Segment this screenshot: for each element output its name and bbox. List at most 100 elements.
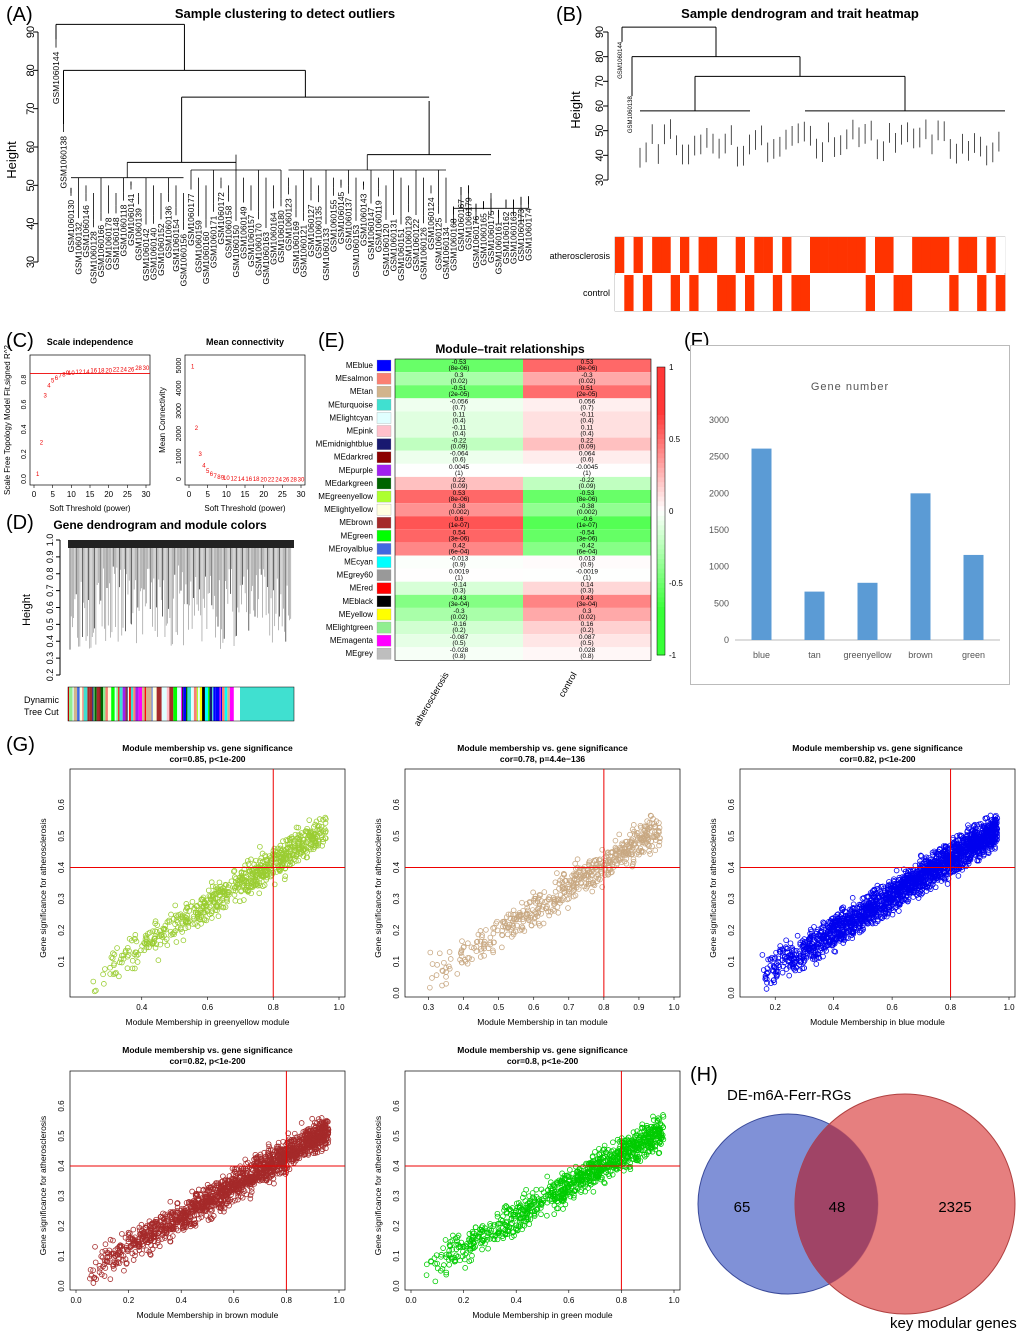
scatter-point [642,840,648,847]
panel-e-value: -0.11 [452,425,467,432]
scatter-point [168,932,174,938]
scatter-point [210,892,216,898]
scatter-point [244,880,251,887]
scatter-point [868,915,874,921]
scatter-ytick-label: 0.0 [392,987,401,999]
scatter-point [462,957,468,963]
panel-c-right-xtick-label: 5 [205,490,210,499]
scatter-point [862,904,869,911]
panel-e-value: -0.53 [580,490,595,497]
scatter-point [890,894,896,901]
panel-d-bar-label: Tree Cut [24,707,59,717]
panel-e-scale-step [657,539,665,546]
panel-e-value: -0.22 [580,477,595,484]
scatter-point [147,1251,153,1257]
panel-c-left-point: 4 [47,384,51,390]
panel-e-cell [523,555,651,569]
scatter-point [499,932,506,939]
scatter-point [532,914,538,921]
scatter-point [232,888,239,894]
panel-b-heat-cell [717,275,727,311]
panel-b-heat-cell [707,237,718,273]
panel-d-color-bar [222,687,225,721]
scatter-point [171,931,177,938]
scatter-point [303,839,309,846]
panel-e-scale-step [657,506,665,512]
panel-e-value: -0.3 [453,608,465,615]
panel-e-scale-step [657,568,665,574]
scatter-point [836,920,843,927]
scatter-point [648,813,654,819]
scatter-point [107,971,113,977]
scatter-point [494,927,501,934]
panel-a-leaf-label: GSM1060122 [411,219,421,272]
scatter-point [974,831,981,837]
panel-c-right-ylabel: Mean Connectivity [158,387,167,453]
panel-b-heat-cell [810,275,820,311]
panel-b-heat-cell [717,237,727,273]
scatter-point [826,939,832,945]
panel-c-right-point: 12 [230,477,237,483]
scatter-point [248,890,254,897]
panel-d-color-bar [126,687,128,721]
scatter-point [261,882,268,888]
panel-e-scale-step [657,482,665,488]
scatter-point [530,889,536,896]
scatter-point [554,870,560,876]
panel-c-right-xtick-label: 20 [259,490,268,499]
panel-c-right-xtick-label: 10 [222,490,231,499]
scatter-point [436,950,443,957]
scatter-point [265,1141,272,1147]
panel-f-bar-tan [804,591,825,640]
panel-e-pvalue: (2e-05) [577,391,598,398]
scatter-point [786,952,792,959]
panel-g-scatter-blue: Module membership vs. gene significancec… [708,743,1016,1027]
scatter-point [571,887,577,893]
panel-b-ytick-label: 50 [594,125,606,137]
scatter-point [180,937,187,944]
scatter-point [429,961,436,967]
scatter-point [491,924,498,931]
scatter-point [964,828,971,834]
scatter-point [215,913,222,919]
panel-e-scale-step [657,587,665,594]
panel-e-value: -0.22 [452,438,467,445]
panel-e-module-label: MEsalmon [335,374,373,383]
scatter-point [133,953,140,959]
scatter-ytick-label: 0.3 [57,1190,66,1202]
scatter-point [107,964,113,971]
scatter-point [915,868,921,875]
panel-b-heat-cell [940,275,950,311]
scatter-point [951,854,958,861]
scatter-point [969,845,975,852]
panel-b-ytick-label: 80 [594,51,606,63]
scatter-point [201,899,207,906]
panel-e-value: -0.028 [450,647,469,654]
scatter-point [617,855,624,861]
scatter-point [542,905,549,912]
scatter-ytick-label: 0.3 [57,893,66,905]
scatter-frame [69,1070,346,1291]
panel-e-scale-step [657,463,665,469]
scatter-point [494,918,500,925]
scatter-point [900,882,907,888]
panel-label-e: (E) [318,330,345,352]
scatter-point [599,846,605,853]
panel-f-bar-greenyellow [857,582,878,640]
scatter-xtick-label: 0.6 [228,1296,240,1305]
scatter-point [942,875,949,882]
scatter-point [819,936,826,942]
panel-e-cell [523,463,651,477]
scatter-point [774,971,780,978]
scatter-point [593,857,599,863]
scatter-point [209,915,215,921]
scatter-point [924,884,931,891]
scatter-title: Module membership vs. gene significance [122,1045,293,1055]
panel-e-cell [523,542,651,556]
panel-b-dendrogram-heatmap: Sample dendrogram and trait heatmapHeigh… [550,6,1006,312]
panel-a-leaf-label: GSM1060170 [254,223,264,276]
panel-d-color-bar [220,687,223,721]
panel-b-heat-cell [615,237,625,273]
panel-e-value: -0.064 [450,451,469,458]
panel-d-color-bar [129,687,131,721]
